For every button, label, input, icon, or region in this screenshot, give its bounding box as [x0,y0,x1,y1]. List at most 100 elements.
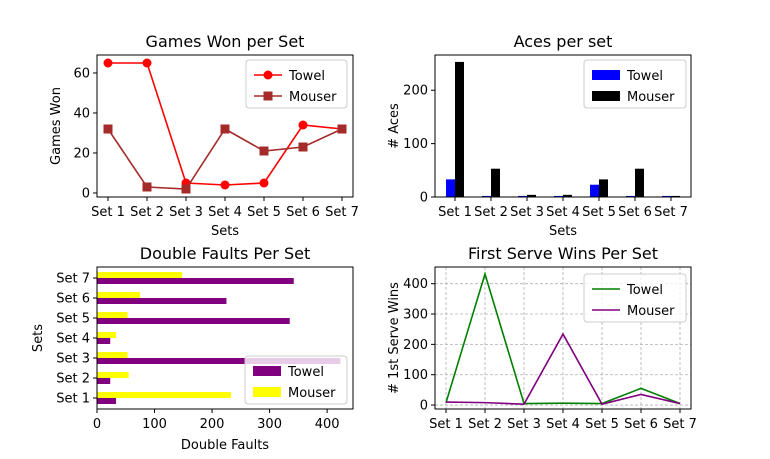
series-mouser [97,272,232,398]
axes-3: 0 100 200 300 400 Set 1 Set 2 Set 3 Set 4 Set 5 Se… [387,244,697,432]
x-tick-label: Set 5 [585,417,619,432]
bar [97,312,128,318]
x-tick-label: 200 [200,417,225,432]
x-tick-label: Set 6 [286,205,320,220]
x-tick-label: Set 1 [438,205,472,220]
y-tick-label: 20 [73,147,90,162]
legend: Towel Mouser [583,273,687,323]
y-tick-label: Set 3 [56,352,90,367]
x-tick-label: Set 6 [624,417,658,432]
y-tick-label: 40 [73,107,90,122]
legend-label: Towel [626,69,663,84]
y-tick-label: Set 5 [56,312,90,327]
legend-symbol [254,70,282,80]
x-tick-label: Set 3 [169,205,203,220]
y-tick-label: 300 [403,308,428,323]
legend-label: Mouser [288,386,336,401]
legend-label: Towel [287,365,324,380]
data-point [220,180,230,190]
x-tick-label: Set 3 [510,205,544,220]
y-tick-label: 400 [403,277,428,292]
series-towel [445,271,681,405]
bar [97,332,116,338]
data-point [298,120,308,130]
x-tick-label: Set 2 [468,417,502,432]
y-tick-label: Set 6 [56,292,90,307]
x-tick-label: Set 5 [247,205,281,220]
data-point [142,182,152,192]
y-axis-label: # 1st Serve Wins [387,282,402,394]
bar [97,338,111,344]
bar [563,194,572,197]
plot-frame [434,266,692,410]
series-line [445,332,681,406]
data-point [103,124,113,134]
x-tick-label: Set 4 [208,205,242,220]
chart-title: Games Won per Set [146,32,305,51]
y-tick-label: 0 [420,191,428,206]
legend-symbol [253,366,281,376]
bar [97,392,232,398]
bar [97,352,128,358]
data-point [259,146,269,156]
bar [455,61,464,197]
chart-title: Aces per set [514,32,613,51]
bar [554,195,563,197]
y-tick-label: Set 7 [56,272,90,287]
x-tick-label: Set 7 [325,205,359,220]
bar [97,358,341,364]
y-tick-label: 200 [403,84,428,99]
x-axis-label: Double Faults [181,438,269,453]
legend-symbol [592,70,620,80]
data-point [181,184,191,194]
axes-2: 0 100 200 300 400 Set 1 Set 2 Set 3 Set 4 Set 5 Se… [31,244,340,453]
legend-label: Mouser [627,304,675,319]
bar [97,278,294,284]
bar [527,194,536,197]
y-tick-label: 200 [403,338,428,353]
series-mouser [445,332,681,406]
x-tick-label: Set 2 [474,205,508,220]
legend: Towel Mouser [245,59,348,109]
gridlines [435,267,691,409]
x-tick-label: 400 [315,417,340,432]
legend-label: Mouser [627,90,675,105]
x-tick-label: Set 2 [130,205,164,220]
x-tick-label: Set 6 [618,205,652,220]
bar [635,168,644,197]
bar [662,195,671,197]
series-line [445,271,681,405]
bar [626,195,635,197]
y-tick-label: 100 [403,137,428,152]
plot-frame [96,54,354,198]
plot-frame [434,54,692,198]
x-tick-label: Set 1 [91,205,125,220]
bar [97,378,111,384]
x-tick-label: 300 [257,417,282,432]
y-axis-label: Sets [31,324,46,352]
series-towel [97,278,341,404]
y-tick-label: Set 2 [56,372,90,387]
bar [671,195,680,197]
y-tick-label: 100 [403,368,428,383]
legend-symbol [592,91,620,101]
bar [518,195,527,197]
bar [97,292,141,298]
series-line [107,127,343,190]
legend: Towel Mouser [583,59,687,109]
x-axis-label: Sets [549,224,577,239]
x-tick-label: Set 7 [663,417,697,432]
bar [446,179,455,197]
data-point [298,142,308,152]
legend-symbol [254,91,282,101]
x-tick-label: Set 4 [546,417,580,432]
y-axis-label: # Aces [387,103,402,149]
data-point [337,124,347,134]
y-tick-label: 0 [420,399,428,414]
x-tick-label: Set 4 [546,205,580,220]
legend: Towel Mouser [244,355,348,405]
chart-title: First Serve Wins Per Set [468,244,658,263]
data-point [103,58,113,68]
